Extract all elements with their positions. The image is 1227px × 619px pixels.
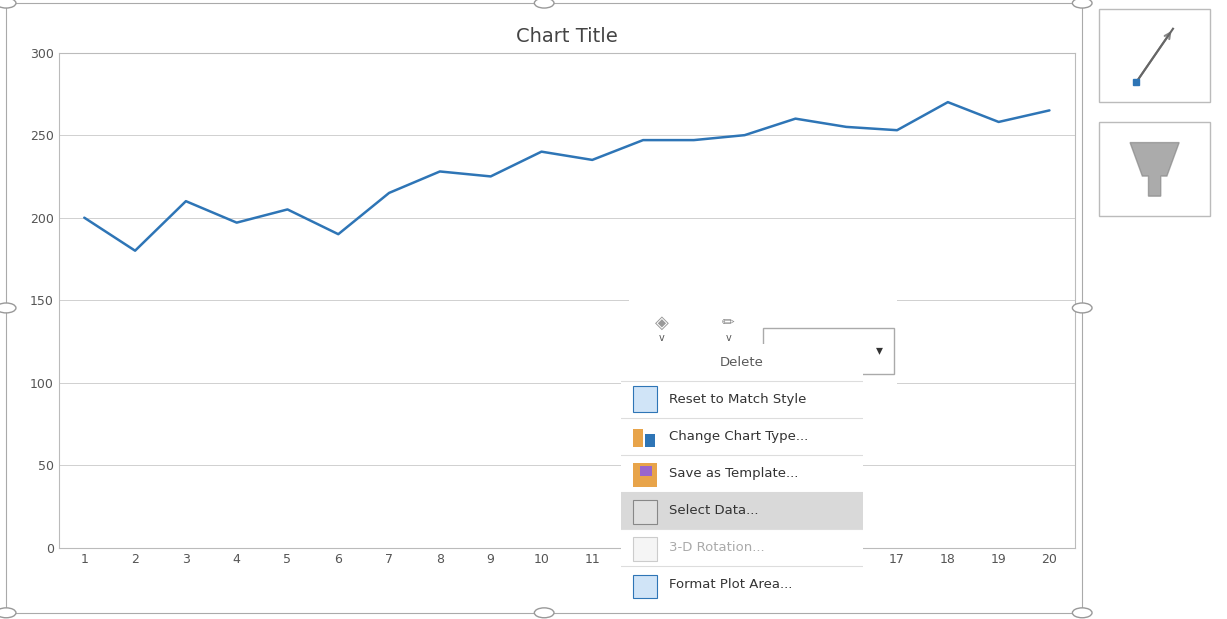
Bar [702,351,755,365]
FancyBboxPatch shape [1099,9,1210,102]
Text: ✏: ✏ [721,315,735,330]
Text: Save as Template...: Save as Template... [669,467,799,480]
FancyBboxPatch shape [616,339,867,608]
Bar [633,574,658,598]
Text: v: v [725,332,731,342]
Bar [645,434,655,447]
FancyBboxPatch shape [618,290,908,413]
Bar [633,500,658,524]
Text: Reset to Match Style: Reset to Match Style [669,392,806,406]
Bar [633,463,658,487]
Text: Fill: Fill [654,381,669,391]
Title: Chart Title: Chart Title [517,27,617,46]
Text: ▾: ▾ [876,343,883,357]
Bar [633,537,658,561]
Text: Change Chart Type...: Change Chart Type... [669,430,809,443]
Text: Plot Area: Plot Area [791,344,844,357]
Bar [634,351,688,365]
Bar [633,386,658,412]
FancyBboxPatch shape [763,328,894,374]
Bar [640,465,653,476]
Text: Select Data...: Select Data... [669,504,758,517]
Text: ◈: ◈ [655,314,669,332]
Text: 3-D Rotation...: 3-D Rotation... [669,541,764,555]
Polygon shape [1130,142,1179,196]
Bar [633,428,643,447]
Text: Outline: Outline [708,381,748,391]
Text: Format Plot Area...: Format Plot Area... [669,578,793,592]
Bar [621,492,863,529]
Text: v: v [659,332,665,342]
Text: Delete: Delete [720,355,763,369]
FancyBboxPatch shape [1099,123,1210,216]
